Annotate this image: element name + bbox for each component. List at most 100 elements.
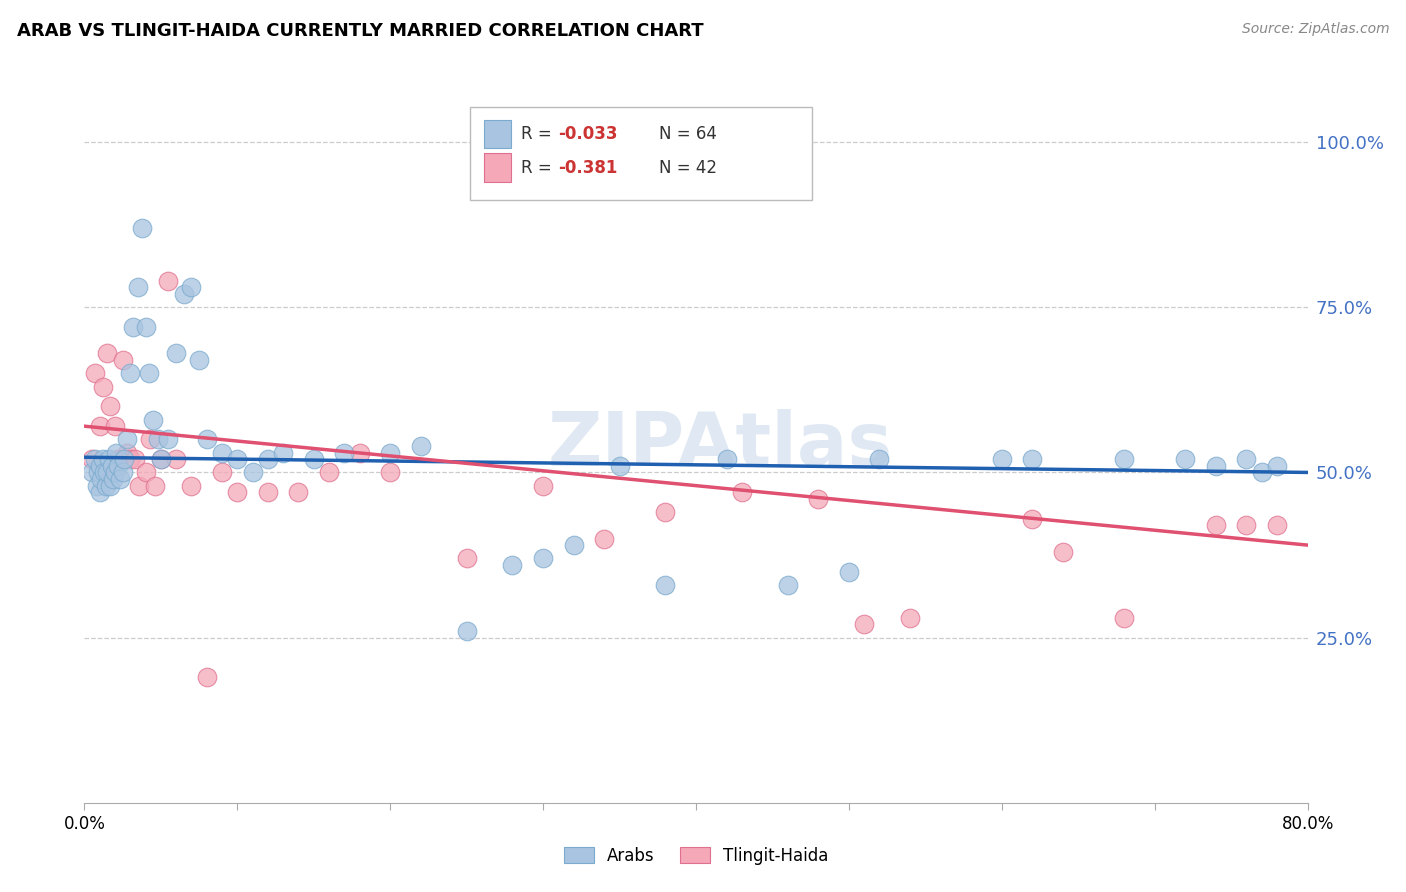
Point	[380, 466, 402, 480]
Point	[991, 452, 1014, 467]
Point	[654, 578, 676, 592]
Point	[97, 452, 120, 467]
Point	[1114, 611, 1136, 625]
Text: R =: R =	[522, 159, 557, 177]
Point	[180, 478, 202, 492]
Point	[108, 472, 131, 486]
Point	[103, 472, 125, 486]
Point	[120, 367, 142, 381]
Point	[1250, 466, 1272, 480]
Point	[456, 551, 478, 566]
FancyBboxPatch shape	[484, 120, 512, 148]
Point	[349, 445, 371, 459]
Point	[105, 445, 128, 459]
Point	[1052, 545, 1074, 559]
Point	[731, 485, 754, 500]
Point	[135, 466, 157, 480]
Point	[211, 466, 233, 480]
Point	[146, 433, 169, 447]
Point	[776, 578, 799, 592]
Point	[409, 439, 432, 453]
Point	[96, 346, 118, 360]
Point	[94, 478, 117, 492]
Text: ZIPAtlas: ZIPAtlas	[548, 409, 893, 483]
Point	[115, 445, 138, 459]
Point	[318, 466, 340, 480]
Point	[84, 367, 107, 381]
Point	[84, 452, 107, 467]
Point	[143, 478, 166, 492]
Point	[1205, 458, 1227, 473]
Point	[1205, 518, 1227, 533]
Text: R =: R =	[522, 125, 557, 143]
Point	[124, 452, 146, 467]
Point	[111, 466, 134, 480]
Point	[195, 670, 218, 684]
Point	[211, 445, 233, 459]
Point	[380, 445, 402, 459]
Point	[138, 367, 160, 381]
Legend: Arabs, Tlingit-Haida: Arabs, Tlingit-Haida	[555, 838, 837, 873]
Point	[112, 452, 135, 467]
Point	[101, 458, 124, 473]
Point	[333, 445, 356, 459]
Point	[86, 478, 108, 492]
Point	[157, 433, 180, 447]
Point	[89, 458, 111, 473]
Point	[838, 565, 860, 579]
Point	[104, 419, 127, 434]
Point	[89, 419, 111, 434]
Point	[1236, 452, 1258, 467]
Point	[135, 320, 157, 334]
Point	[128, 478, 150, 492]
Point	[1265, 458, 1288, 473]
Point	[853, 617, 876, 632]
Point	[242, 466, 264, 480]
Text: N = 42: N = 42	[659, 159, 717, 177]
Point	[1021, 511, 1043, 525]
Text: -0.381: -0.381	[558, 159, 617, 177]
Point	[142, 412, 165, 426]
Point	[609, 458, 631, 473]
Point	[456, 624, 478, 638]
Point	[302, 452, 325, 467]
Point	[165, 346, 187, 360]
Point	[90, 472, 112, 486]
Text: N = 64: N = 64	[659, 125, 717, 143]
FancyBboxPatch shape	[484, 153, 512, 182]
Point	[188, 353, 211, 368]
Point	[1236, 518, 1258, 533]
Point	[107, 458, 129, 473]
Point	[807, 491, 830, 506]
Point	[898, 611, 921, 625]
Point	[104, 466, 127, 480]
Point	[257, 452, 280, 467]
Point	[157, 274, 180, 288]
Point	[111, 353, 134, 368]
Point	[98, 478, 121, 492]
Point	[98, 400, 121, 414]
Point	[1265, 518, 1288, 533]
FancyBboxPatch shape	[470, 107, 813, 200]
Point	[1021, 452, 1043, 467]
Point	[115, 433, 138, 447]
Point	[149, 452, 172, 467]
Point	[271, 445, 294, 459]
Point	[195, 433, 218, 447]
Point	[87, 466, 110, 480]
Point	[654, 505, 676, 519]
Text: ARAB VS TLINGIT-HAIDA CURRENTLY MARRIED CORRELATION CHART: ARAB VS TLINGIT-HAIDA CURRENTLY MARRIED …	[17, 22, 703, 40]
Point	[89, 485, 111, 500]
Point	[131, 221, 153, 235]
Point	[107, 452, 129, 467]
Point	[226, 485, 249, 500]
Point	[93, 466, 115, 480]
Point	[1114, 452, 1136, 467]
Point	[80, 466, 103, 480]
Point	[122, 320, 145, 334]
Point	[531, 551, 554, 566]
Text: Source: ZipAtlas.com: Source: ZipAtlas.com	[1241, 22, 1389, 37]
Point	[173, 287, 195, 301]
Point	[91, 452, 114, 467]
Point	[180, 280, 202, 294]
